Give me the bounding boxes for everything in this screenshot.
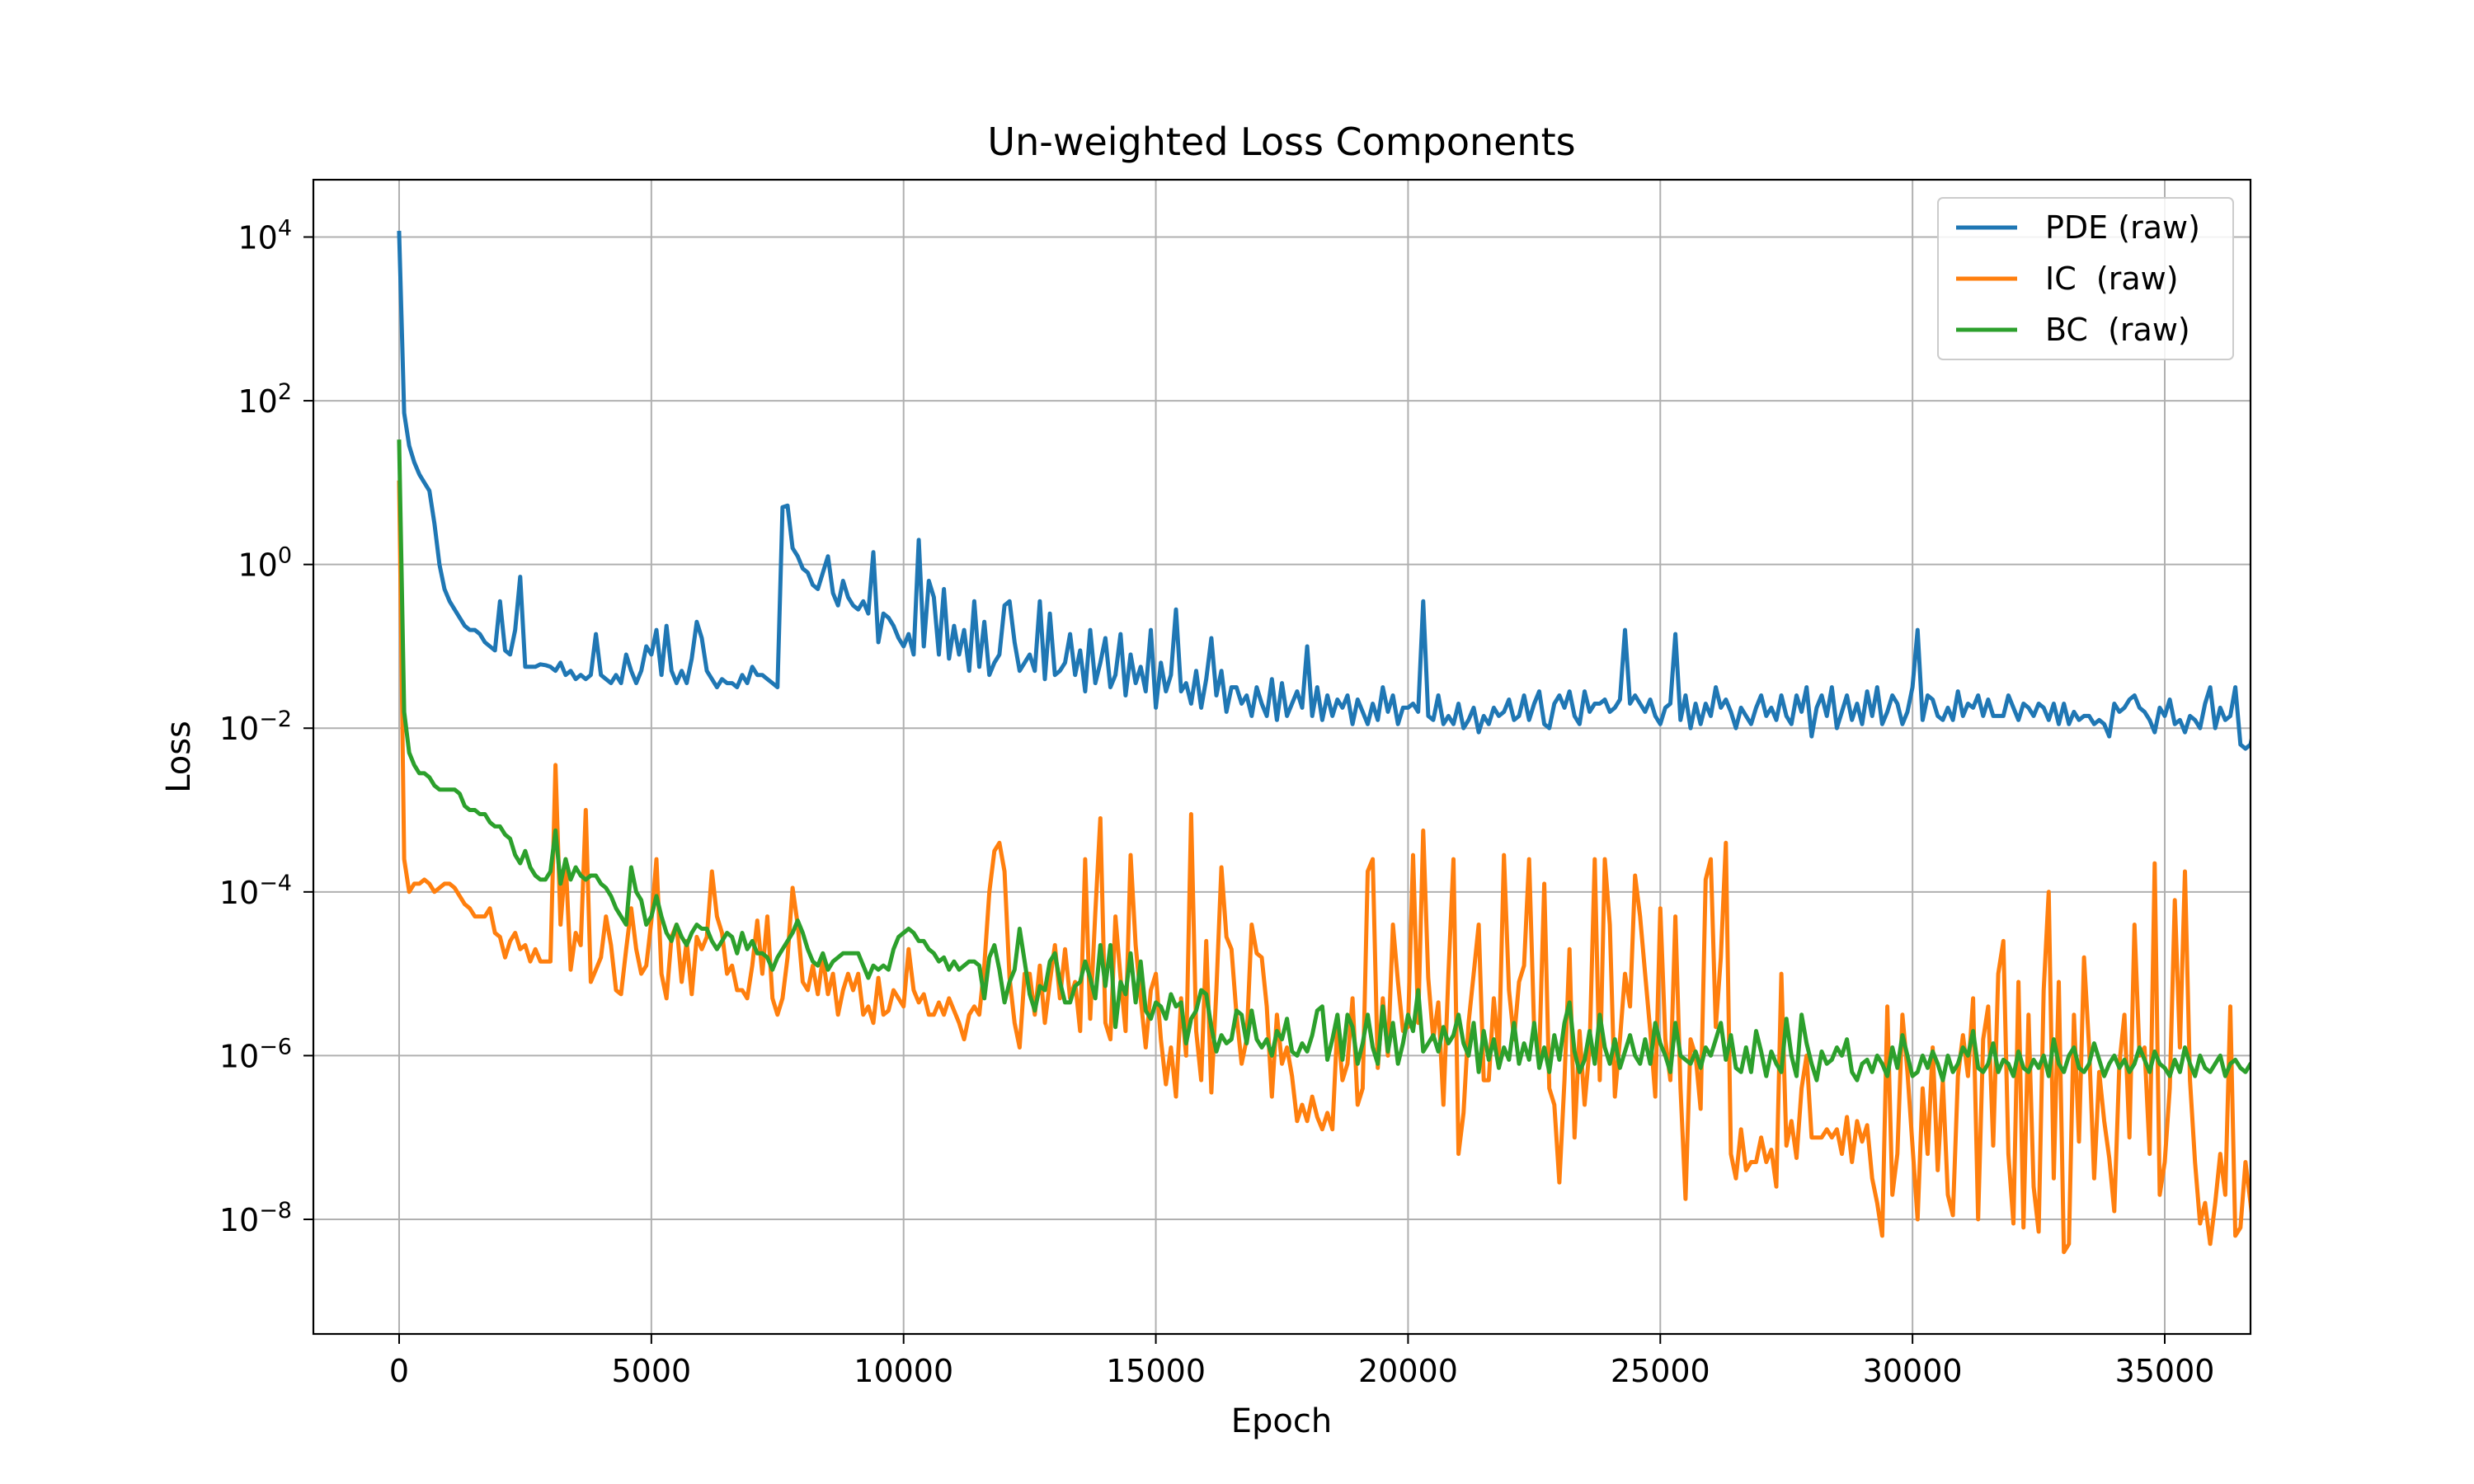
y-tick-exponent: −4 [259,871,292,896]
y-axis-label: Loss [160,721,198,793]
legend-box [1937,197,2234,360]
x-tick-label: 15000 [1106,1353,1206,1389]
y-tick-label: 10−6 [219,1034,292,1074]
y-tick-base: 10 [238,220,277,256]
series-layer [397,230,2251,1255]
y-tick-base: 10 [219,875,259,911]
y-tick-label: 104 [238,216,292,256]
y-tick-exponent: 0 [278,543,292,569]
y-tick-exponent: 4 [278,216,292,242]
y-tick-exponent: −6 [259,1034,292,1059]
series-line-bc [397,439,2251,1082]
y-tick-base: 10 [219,711,259,747]
plot-frame [312,178,2252,1336]
x-tick-label: 25000 [1611,1353,1710,1389]
x-axis-ticks: 0 5000 10000 15000 20000 25000 30000 35000 [389,1334,2215,1389]
y-tick-exponent: 2 [278,379,292,405]
legend-label-ic: IC (raw) [2045,261,2179,297]
x-tick-label: 20000 [1358,1353,1458,1389]
x-tick-label: 0 [389,1353,409,1389]
legend-label-bc: BC (raw) [2045,312,2190,348]
y-tick-label: 10−2 [219,707,292,747]
y-tick-label: 102 [238,379,292,420]
x-tick-label: 35000 [2115,1353,2215,1389]
y-tick-base: 10 [238,383,277,420]
y-tick-base: 10 [238,547,277,584]
y-tick-exponent: −2 [259,707,292,732]
y-tick-base: 10 [219,1202,259,1238]
x-axis-label: Epoch [1231,1402,1332,1440]
y-tick-label: 100 [238,543,292,584]
x-tick-label: 10000 [854,1353,953,1389]
series-line-pde [397,230,2251,751]
series-line-ic [397,480,2251,1255]
y-tick-label: 10−8 [219,1198,292,1238]
y-tick-exponent: −8 [259,1198,292,1223]
legend: PDE (raw) IC (raw) BC (raw) [1937,197,2234,360]
legend-label-pde: PDE (raw) [2045,209,2200,246]
y-tick-base: 10 [219,1038,259,1074]
x-tick-label: 30000 [1863,1353,1963,1389]
x-tick-label: 5000 [611,1353,691,1389]
y-tick-label: 10−4 [219,871,292,911]
chart-title: Un-weighted Loss Components [987,120,1575,164]
